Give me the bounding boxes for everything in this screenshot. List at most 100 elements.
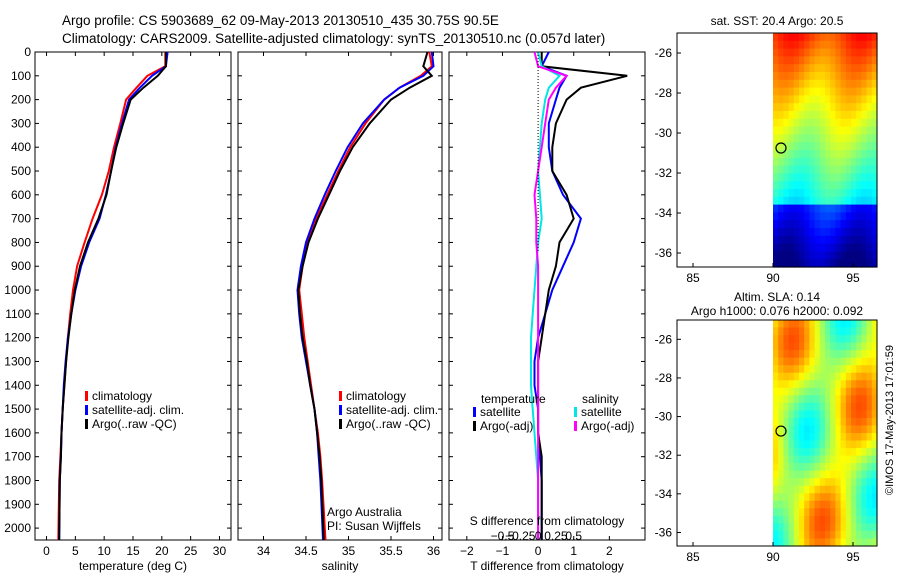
heat-cell <box>830 228 836 237</box>
heat-cell <box>856 463 862 472</box>
heat-cell <box>804 380 810 389</box>
heat-cell <box>825 320 831 329</box>
heat-cell <box>845 455 852 464</box>
annotation-line: Argo Australia <box>327 505 402 519</box>
s-tick-label: −0.5 <box>491 529 515 543</box>
heat-cell <box>830 79 836 89</box>
heat-cell <box>783 118 790 128</box>
heat-cell <box>804 95 810 104</box>
heat-cell <box>866 515 873 524</box>
heat-cell <box>851 327 857 336</box>
heat-cell <box>814 48 821 57</box>
heat-cell <box>835 320 842 329</box>
heat-cell <box>825 463 831 472</box>
heat-cell <box>819 165 826 174</box>
heat-cell <box>835 433 842 442</box>
y-tick-label: 1600 <box>4 426 31 440</box>
heat-cell <box>783 40 790 50</box>
heat-cell <box>783 433 790 442</box>
heat-cell <box>851 380 857 389</box>
heat-cell <box>835 243 842 252</box>
heat-cell <box>804 103 810 112</box>
heat-cell <box>825 402 831 411</box>
heat-cell <box>840 259 847 268</box>
heat-cell <box>814 87 821 96</box>
heat-cell <box>783 350 790 359</box>
heat-cell <box>799 173 805 182</box>
x-tick-label: 5 <box>72 544 79 558</box>
x-tick-label: 95 <box>846 271 860 285</box>
heat-cell <box>804 56 810 65</box>
heat-cell <box>871 173 878 182</box>
heat-cell <box>856 33 862 42</box>
heat-cell <box>773 448 779 457</box>
heat-cell <box>788 79 795 89</box>
heat-cell <box>814 181 821 190</box>
heat-cell <box>840 142 847 151</box>
heat-cell <box>851 111 857 120</box>
heat-cell <box>778 357 784 366</box>
heat-cell <box>788 64 795 73</box>
heat-cell <box>788 48 795 57</box>
s-tick-label: 0.25 <box>544 529 568 543</box>
heat-cell <box>788 228 795 237</box>
heat-cell <box>814 165 821 174</box>
heat-cell <box>804 478 810 487</box>
heat-cell <box>825 134 831 143</box>
heat-cell <box>830 410 836 419</box>
heat-cell <box>866 118 873 128</box>
heat-cell <box>778 103 784 112</box>
heat-cell <box>809 157 816 167</box>
heat-cell <box>825 372 831 381</box>
heat-cell <box>804 395 810 404</box>
heat-cell <box>861 417 868 427</box>
y-tick-label: 400 <box>11 140 31 154</box>
heat-cell <box>851 189 857 198</box>
heat-cell <box>845 500 852 509</box>
heat-cell <box>773 342 779 351</box>
legend-title-salinity: salinity <box>582 392 619 406</box>
heat-cell <box>835 508 842 517</box>
heat-cell <box>799 350 805 359</box>
heat-cell <box>871 387 878 396</box>
heat-cell <box>851 463 857 472</box>
heat-cell <box>799 79 805 89</box>
heat-cell <box>825 48 831 57</box>
heat-cell <box>804 320 810 329</box>
legend-swatch <box>473 407 476 417</box>
s-tick-label: −0.25 <box>505 529 536 543</box>
heat-cell <box>830 485 836 494</box>
heat-cell <box>835 395 842 404</box>
heat-cell <box>845 410 852 419</box>
heat-cell <box>793 523 800 532</box>
legend-title-temperature: temperature <box>481 392 546 406</box>
heat-cell <box>778 440 784 449</box>
heat-cell <box>866 320 873 329</box>
heat-cell <box>778 395 784 404</box>
heat-cell <box>861 380 868 389</box>
heat-cell <box>871 72 878 81</box>
heat-cell <box>845 72 852 81</box>
heat-cell <box>799 372 805 381</box>
heat-cell <box>825 64 831 73</box>
heat-cell <box>825 126 831 135</box>
heat-cell <box>773 402 779 411</box>
heat-cell <box>830 478 836 487</box>
heat-cell <box>856 118 862 128</box>
heat-cell <box>851 228 857 237</box>
heat-cell <box>778 515 784 524</box>
heat-cell <box>788 87 795 96</box>
heat-cell <box>788 173 795 182</box>
heat-cell <box>840 212 847 221</box>
heat-cell <box>778 56 784 65</box>
heat-cell <box>804 173 810 182</box>
heat-cell <box>783 335 790 344</box>
heat-cell <box>851 235 857 245</box>
heat-cell <box>793 335 800 344</box>
heat-cell <box>773 204 779 213</box>
heat-cell <box>835 357 842 366</box>
heat-cell <box>783 538 790 547</box>
heat-cell <box>825 235 831 245</box>
heat-cell <box>799 228 805 237</box>
heat-cell <box>871 235 878 245</box>
